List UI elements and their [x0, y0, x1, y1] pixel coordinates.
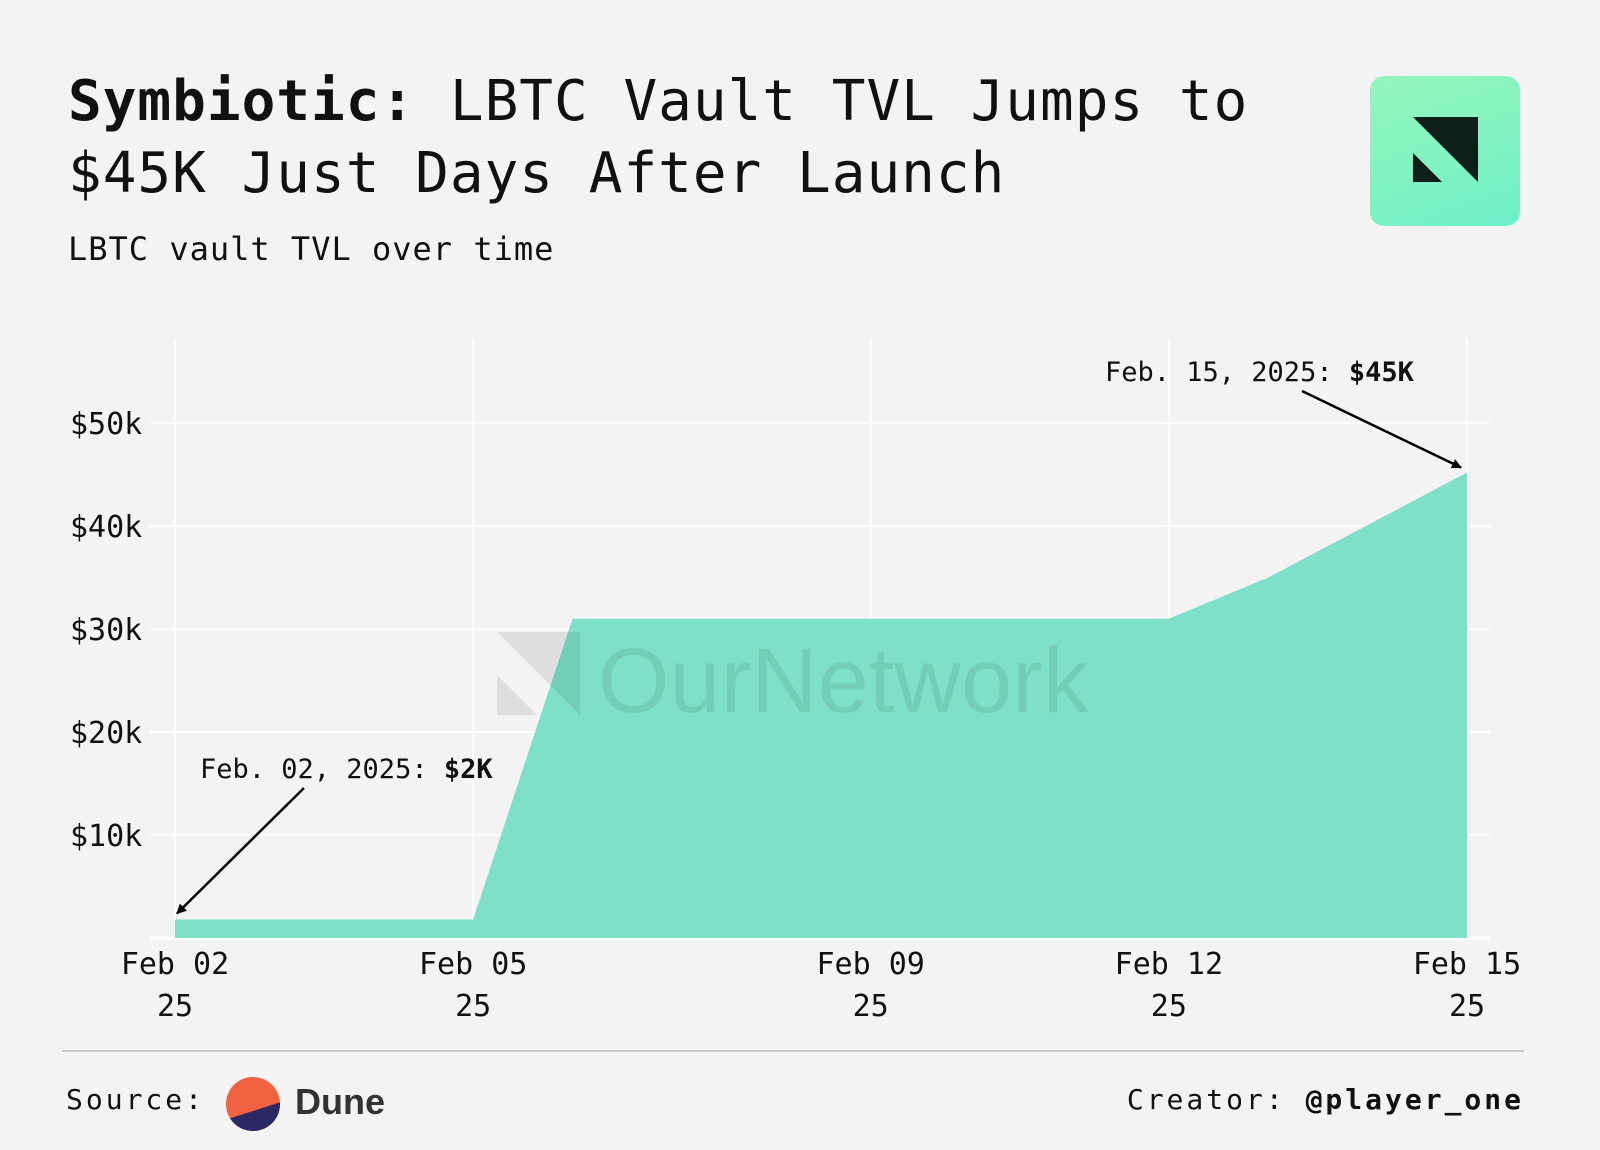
watermark-group: OurNetwork — [497, 630, 1090, 732]
annotation-start-label: Feb. 02, 2025: $2K — [200, 754, 493, 785]
creator-label: Creator: — [1126, 1083, 1286, 1116]
title-bold: Symbiotic: — [68, 69, 416, 134]
annotation-start-value: $2K — [444, 754, 494, 785]
page-subtitle: LBTC vault TVL over time — [68, 230, 555, 268]
y-tick-label: $10k — [70, 819, 142, 854]
y-tick-label: $40k — [70, 510, 142, 545]
x-tick-label: Feb 09 — [817, 947, 925, 982]
tvl-area-chart: $10k $20k $30k $40k $50k Feb 02 25 Feb 05 25 Feb … — [70, 340, 1521, 1024]
creator-credit: Creator: @player_one — [1127, 1083, 1524, 1116]
watermark-logo-icon — [497, 632, 580, 715]
tvl-area-series — [175, 472, 1467, 938]
x-tick-year-label: 25 — [1449, 989, 1485, 1024]
annotation-end-value: $45K — [1349, 357, 1415, 388]
title-rest: LBTC Vault TVL Jumps to $45K Just Days A… — [68, 69, 1249, 206]
watermark-text: OurNetwork — [598, 630, 1090, 732]
dune-logo-icon — [226, 1077, 280, 1131]
source-name: Dune — [295, 1081, 385, 1122]
x-tick-year-label: 25 — [1151, 989, 1187, 1024]
annotation-start-date: Feb. 02, 2025: — [200, 754, 444, 785]
page-title: Symbiotic: LBTC Vault TVL Jumps to $45K … — [68, 66, 1308, 210]
x-tick-year-label: 25 — [853, 989, 889, 1024]
x-tick-label: Feb 05 — [419, 947, 527, 982]
annotation-arrow-start — [176, 787, 305, 915]
footer-divider — [62, 1050, 1524, 1052]
y-tick-label: $20k — [70, 716, 142, 751]
ournetwork-logo-icon — [1370, 76, 1520, 226]
annotation-arrow-end — [1301, 389, 1462, 469]
x-tick-label: Feb 15 — [1413, 947, 1521, 982]
x-tick-label: Feb 12 — [1115, 947, 1223, 982]
annotation-end-date: Feb. 15, 2025: — [1105, 357, 1349, 388]
y-tick-label: $30k — [70, 613, 142, 648]
x-tick-label: Feb 02 — [121, 947, 229, 982]
watermark-logo-icon — [497, 675, 537, 715]
x-tick-year-label: 25 — [455, 989, 491, 1024]
creator-handle: @player_one — [1305, 1083, 1524, 1116]
y-tick-label: $50k — [70, 407, 142, 442]
x-tick-year-label: 25 — [157, 989, 193, 1024]
annotation-end-label: Feb. 15, 2025: $45K — [1105, 357, 1415, 388]
source-label: Source: — [66, 1083, 206, 1116]
